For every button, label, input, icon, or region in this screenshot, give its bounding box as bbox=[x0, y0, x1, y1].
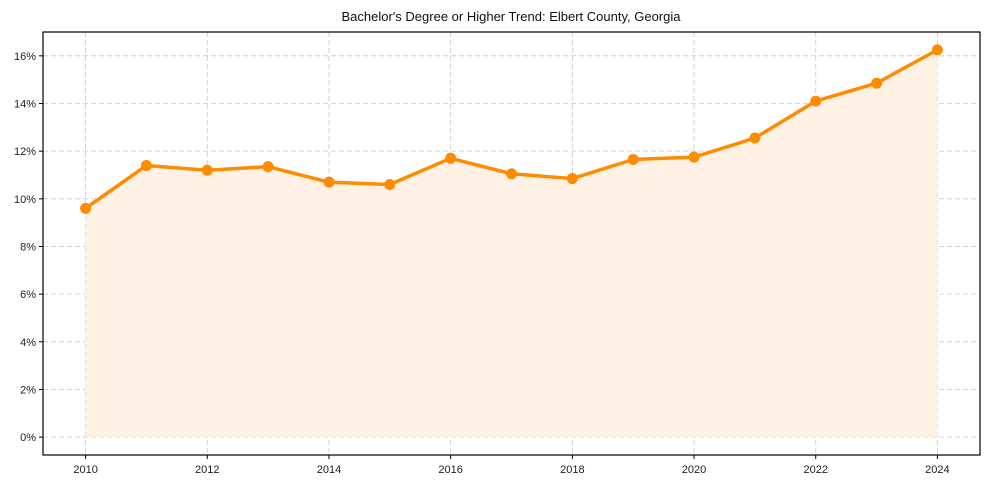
y-tick-label: 10% bbox=[14, 194, 36, 206]
y-tick-label: 14% bbox=[14, 98, 36, 110]
data-point bbox=[445, 152, 457, 164]
data-point bbox=[931, 44, 943, 56]
data-point bbox=[688, 151, 700, 163]
data-point bbox=[201, 164, 213, 176]
data-point bbox=[384, 179, 396, 191]
data-markers bbox=[80, 44, 943, 214]
y-tick-label: 12% bbox=[14, 146, 36, 158]
y-tick-label: 2% bbox=[20, 384, 36, 396]
data-point bbox=[566, 173, 578, 185]
data-point bbox=[627, 153, 639, 165]
x-tick-label: 2014 bbox=[317, 464, 341, 476]
data-point bbox=[323, 176, 335, 188]
data-point bbox=[140, 159, 152, 171]
x-tick-label: 2022 bbox=[803, 464, 827, 476]
data-point bbox=[871, 77, 883, 89]
x-tick-label: 2024 bbox=[925, 464, 949, 476]
y-tick-label: 8% bbox=[20, 241, 36, 253]
x-tick-label: 2018 bbox=[560, 464, 584, 476]
x-tick-label: 2016 bbox=[438, 464, 462, 476]
data-point bbox=[506, 168, 517, 180]
data-point bbox=[749, 132, 761, 144]
axes-frame bbox=[42, 31, 981, 456]
y-axis: 0% 2% 4% 6% 8% 10% 12% 14% 16% bbox=[14, 51, 43, 444]
data-point bbox=[80, 202, 92, 214]
x-tick-label: 2020 bbox=[682, 464, 706, 476]
x-tick-label: 2010 bbox=[73, 464, 97, 476]
chart-title: Bachelor's Degree or Higher Trend: Elber… bbox=[342, 9, 682, 24]
y-tick-label: 4% bbox=[20, 337, 36, 349]
data-point bbox=[262, 161, 274, 173]
data-point bbox=[810, 95, 822, 107]
x-tick-label: 2012 bbox=[195, 464, 219, 476]
plot-area: 2010 2012 2014 2016 2018 2020 2022 2024 0% 2% 4% 6… bbox=[14, 31, 981, 476]
y-tick-label: 0% bbox=[20, 432, 36, 444]
y-tick-label: 6% bbox=[20, 289, 36, 301]
y-tick-label: 16% bbox=[14, 51, 36, 63]
area-fill bbox=[85, 49, 938, 438]
x-axis: 2010 2012 2014 2016 2018 2020 2022 2024 bbox=[73, 455, 950, 476]
